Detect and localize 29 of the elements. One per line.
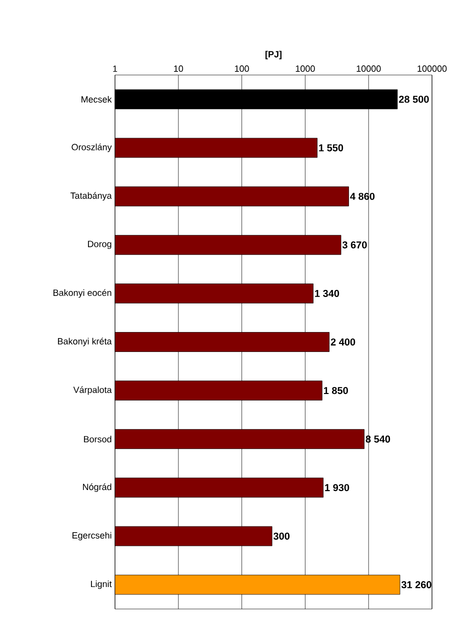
- data-label: 8 540: [366, 436, 390, 443]
- data-label: 2 400: [330, 338, 356, 346]
- y-tick-label: Nógrád: [83, 483, 112, 492]
- y-tick-label: Tatabánya: [70, 192, 112, 201]
- data-label: 1 550: [319, 144, 344, 152]
- x-tick-label: 1: [113, 66, 118, 72]
- y-tick-label: Bakonyi kréta: [58, 338, 112, 346]
- data-label: 3 670: [342, 241, 367, 248]
- data-label: 28 500: [398, 96, 429, 103]
- data-label: 300: [273, 532, 290, 540]
- x-tick-label: 100000: [418, 65, 447, 72]
- y-tick-label: Borsod: [84, 436, 112, 442]
- x-axis-title: [PJ]: [265, 50, 282, 60]
- data-label: 4 860: [350, 192, 375, 200]
- y-tick-label: Dorog: [88, 240, 112, 249]
- x-tick-label: 10000: [356, 65, 381, 72]
- x-tick-label: 100: [234, 65, 249, 72]
- data-label: 1 850: [324, 387, 348, 394]
- data-label: 1 930: [325, 484, 350, 492]
- y-tick-label: Bakonyi eocén: [53, 289, 112, 298]
- data-label: 1 340: [315, 290, 340, 297]
- y-tick-label: Mecsek: [82, 96, 112, 103]
- y-tick-label: Lignit: [91, 580, 112, 589]
- x-tick-label: 1000: [296, 65, 315, 72]
- x-tick-label: 10: [174, 65, 184, 72]
- y-tick-label: Várpalota: [73, 386, 112, 395]
- y-tick-label: Oroszlány: [72, 144, 112, 152]
- data-label: 31 260: [401, 581, 432, 588]
- y-tick-label: Egercsehi: [72, 532, 112, 540]
